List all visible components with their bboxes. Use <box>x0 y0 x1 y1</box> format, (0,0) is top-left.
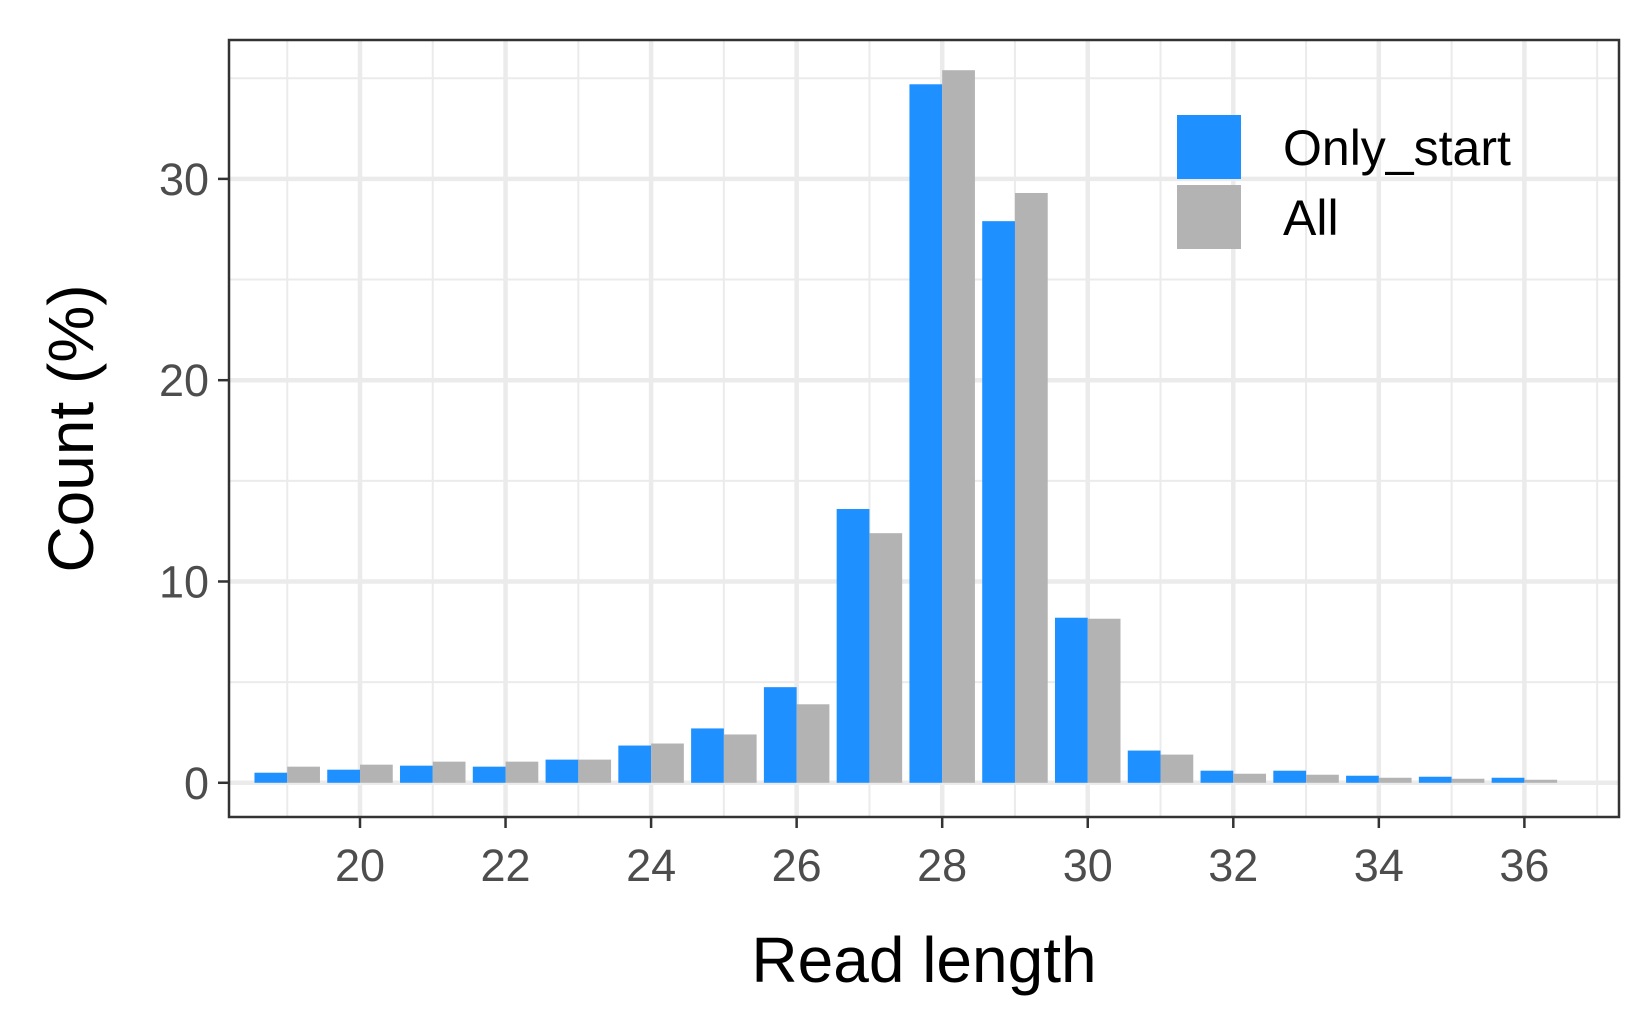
bar <box>982 221 1015 783</box>
bar <box>651 743 684 783</box>
bar <box>796 704 830 783</box>
x-tick-label: 34 <box>1354 840 1404 891</box>
bar <box>505 761 539 783</box>
legend: Only_start All <box>1177 115 1511 249</box>
bar <box>763 687 797 783</box>
bar <box>869 533 903 783</box>
bar <box>1127 750 1161 783</box>
x-tick-label: 32 <box>1208 840 1258 891</box>
bar <box>1378 777 1412 783</box>
x-axis-title: Read length <box>751 924 1096 996</box>
x-tick-label: 20 <box>335 840 385 891</box>
bar <box>1233 773 1267 783</box>
bar <box>327 769 360 783</box>
bar <box>432 761 466 783</box>
bar <box>578 759 612 783</box>
bar <box>1306 774 1339 783</box>
x-tick-label: 30 <box>1063 840 1113 891</box>
minor-gridlines <box>229 40 1619 817</box>
bar <box>1451 778 1485 783</box>
bar <box>1346 775 1379 783</box>
bar <box>691 728 724 783</box>
x-tick-label: 22 <box>481 840 531 891</box>
y-tick-label: 10 <box>159 556 209 607</box>
y-tick-label: 0 <box>184 758 209 809</box>
x-tick-label: 26 <box>772 840 822 891</box>
x-tick-label: 36 <box>1499 840 1549 891</box>
legend-label-all: All <box>1283 190 1339 246</box>
bar <box>723 734 757 783</box>
x-tick-label: 24 <box>626 840 676 891</box>
plot-panel-border <box>227 38 1621 819</box>
bar <box>909 84 943 783</box>
bar <box>359 764 393 783</box>
bar <box>836 509 870 783</box>
y-tick-label: 30 <box>159 154 209 205</box>
bar <box>618 745 652 783</box>
bar <box>1200 770 1234 783</box>
bar <box>1054 617 1088 783</box>
legend-label-only-start: Only_start <box>1283 120 1511 176</box>
y-axis-title: Count (%) <box>35 284 107 572</box>
x-axis-ticks: 20 22 24 26 28 30 32 34 36 <box>335 817 1549 891</box>
bar <box>1491 777 1525 783</box>
y-axis-ticks: 0 10 20 30 <box>159 154 229 809</box>
legend-key-all <box>1177 185 1241 249</box>
bar <box>942 70 975 783</box>
bar <box>1273 770 1307 783</box>
bars <box>254 70 1558 783</box>
bar <box>472 766 506 783</box>
bar <box>1524 779 1558 783</box>
bar <box>1014 192 1048 783</box>
y-tick-label: 20 <box>159 355 209 406</box>
x-tick-label: 28 <box>917 840 967 891</box>
bar <box>1418 776 1452 783</box>
legend-key-only-start <box>1177 115 1241 179</box>
bar <box>545 759 579 783</box>
bar <box>1160 754 1194 783</box>
bar <box>287 766 320 783</box>
bar <box>254 772 288 783</box>
bar <box>400 765 433 783</box>
bar <box>1087 618 1121 783</box>
